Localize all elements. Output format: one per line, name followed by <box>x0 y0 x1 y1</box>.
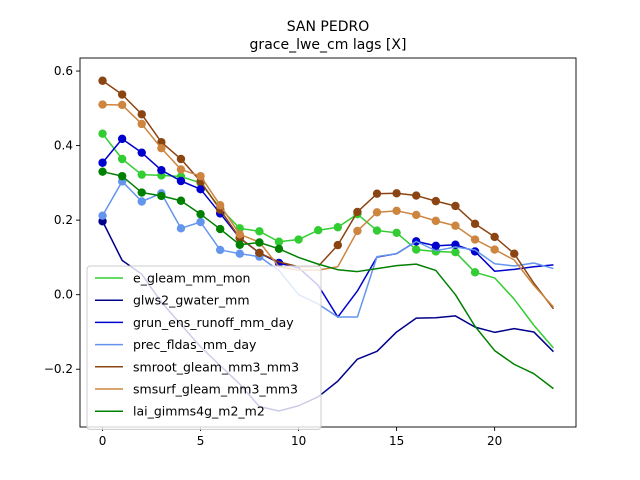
data-point <box>137 188 146 197</box>
data-point <box>196 209 205 219</box>
data-point <box>510 249 519 258</box>
data-point <box>372 226 382 235</box>
data-point <box>294 235 303 244</box>
data-point <box>98 167 107 176</box>
data-point <box>215 245 225 255</box>
data-point <box>215 201 225 210</box>
data-point <box>451 247 460 257</box>
chart-subtitle: grace_lwe_cm lags [X] <box>250 37 407 53</box>
data-point <box>255 248 264 258</box>
data-point <box>196 171 205 181</box>
data-point <box>353 226 362 236</box>
data-point <box>333 223 342 232</box>
data-point <box>412 245 421 254</box>
legend: e_gleam_mm_mon glws2_gwater_mm grun_ens_ru… <box>86 265 322 430</box>
data-point <box>412 210 421 220</box>
data-point <box>372 189 382 198</box>
data-point <box>98 211 107 220</box>
data-point <box>98 158 107 167</box>
legend-box <box>86 265 322 430</box>
data-point <box>176 176 186 186</box>
data-point <box>274 244 284 254</box>
chart-title: SAN PEDRO <box>287 19 369 35</box>
data-point <box>470 268 480 277</box>
data-point <box>176 165 186 174</box>
legend-label: grun_ens_runoff_mm_day <box>133 315 294 330</box>
x-tick-label: 20 <box>487 434 502 448</box>
data-point <box>235 249 244 258</box>
legend-label: smroot_gleam_mm3_mm3 <box>133 359 299 374</box>
x-tick-label: 5 <box>197 434 205 448</box>
y-tick-label: 0.0 <box>54 288 73 302</box>
data-point <box>117 100 127 110</box>
data-point <box>196 217 205 227</box>
legend-label: glws2_gwater_mm <box>133 293 250 308</box>
data-point <box>117 90 127 99</box>
series-smroot_gleam_mm3_mm3 <box>98 76 555 310</box>
y-tick-label: 0.2 <box>54 213 73 227</box>
data-point <box>196 185 205 194</box>
series-grun_ens_runoff_mm_day <box>98 134 554 318</box>
data-point <box>392 206 401 216</box>
data-point <box>314 226 323 235</box>
data-point <box>137 197 146 206</box>
y-tick-label: 0.4 <box>54 139 73 153</box>
data-point <box>137 110 146 119</box>
data-point <box>431 241 441 251</box>
data-point <box>117 171 127 181</box>
axes-frame <box>79 57 577 428</box>
data-point <box>333 240 342 250</box>
data-point <box>137 170 146 179</box>
y-tick-label: −0.2 <box>44 362 73 376</box>
data-point <box>392 228 401 238</box>
data-point <box>431 196 441 206</box>
data-point <box>470 219 480 229</box>
data-point <box>490 232 499 242</box>
data-point <box>176 224 186 233</box>
legend-label: e_gleam_mm_mon <box>133 271 250 286</box>
data-point <box>117 154 127 164</box>
data-point <box>490 245 499 254</box>
data-point <box>451 221 460 230</box>
data-point <box>412 191 421 200</box>
legend-label: lai_gimms4g_m2_m2 <box>133 404 265 419</box>
data-point <box>137 148 146 157</box>
x-tick-label: 0 <box>99 434 107 448</box>
data-point <box>235 230 244 239</box>
data-point <box>176 154 186 164</box>
data-point <box>215 224 225 234</box>
data-point <box>157 144 166 153</box>
series-smsurf_gleam_mm3_mm3 <box>98 100 555 308</box>
data-point <box>98 100 107 109</box>
plot-area <box>98 76 555 412</box>
data-point <box>235 240 244 249</box>
data-point <box>431 216 441 226</box>
series-lai_gimms4g_m2_m2 <box>98 167 554 390</box>
data-point <box>353 207 362 217</box>
data-point <box>157 138 166 147</box>
x-tick-label: 10 <box>291 434 306 448</box>
data-point <box>157 165 166 175</box>
y-tick-label: 0.6 <box>54 64 73 78</box>
data-point <box>137 119 146 129</box>
data-point <box>157 191 166 201</box>
legend-label: smsurf_gleam_mm3_mm3 <box>133 382 298 397</box>
data-point <box>392 189 401 198</box>
x-tick-label: 15 <box>389 434 404 448</box>
data-point <box>372 208 382 217</box>
data-point <box>255 238 264 247</box>
data-point <box>255 227 264 236</box>
data-point <box>176 196 186 205</box>
data-point <box>117 134 127 144</box>
data-point <box>274 237 284 246</box>
data-point <box>451 201 460 211</box>
data-point <box>98 76 107 85</box>
axes: 0 5 10 15 20 −0.2 0.0 0.2 0.4 0.6 <box>44 57 577 448</box>
legend-label: prec_fldas_mm_day <box>133 337 257 352</box>
data-point <box>470 235 480 244</box>
series-line-prec_fldas_mm_day <box>101 180 554 318</box>
data-point <box>98 129 107 138</box>
